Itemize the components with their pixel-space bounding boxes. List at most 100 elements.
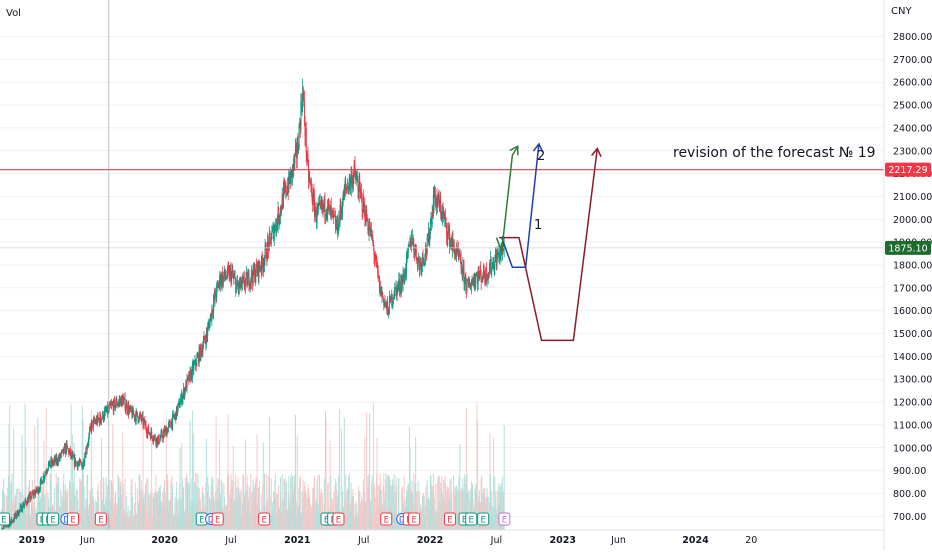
candle-body	[462, 264, 464, 268]
volume-bar	[273, 498, 275, 530]
volume-bar	[184, 511, 186, 530]
candle-body	[18, 514, 20, 516]
candle-body	[25, 499, 27, 502]
candle-body	[331, 210, 333, 212]
volume-bar	[193, 432, 195, 530]
candle-body	[364, 204, 366, 220]
volume-bar	[301, 516, 303, 530]
candle-body	[403, 273, 405, 280]
volume-bar	[3, 478, 5, 530]
candle-body	[101, 417, 103, 419]
volume-bar	[334, 478, 336, 530]
volume-bar	[405, 490, 407, 530]
volume-bar	[497, 504, 499, 530]
volume-bar	[312, 488, 314, 530]
candle-body	[265, 245, 267, 247]
volume-bar	[93, 501, 95, 530]
volume-bar	[202, 492, 204, 530]
candle-body	[222, 273, 224, 285]
candle-body	[136, 412, 138, 417]
volume-bar	[356, 513, 358, 530]
volume-bar	[279, 477, 281, 530]
candle-body	[350, 174, 352, 180]
y-tick-label: 2400.00	[893, 123, 932, 134]
candle-body	[413, 252, 415, 255]
volume-bar	[242, 473, 244, 530]
candle-body	[113, 399, 115, 412]
candle-body	[179, 404, 181, 408]
candle-body	[90, 426, 92, 428]
forecast-annotation: revision of the forecast № 19	[673, 145, 876, 161]
volume-bar	[109, 479, 111, 530]
event-marker-label: E	[336, 516, 341, 526]
volume-bar	[390, 485, 392, 530]
volume-bar	[329, 440, 331, 530]
candle-body	[354, 165, 356, 175]
candle-body	[432, 212, 434, 216]
candle-body	[421, 263, 423, 270]
volume-bar	[370, 502, 372, 530]
volume-bar	[148, 494, 150, 530]
candle-body	[450, 240, 452, 242]
volume-bar	[477, 421, 479, 530]
candle-body	[349, 179, 351, 187]
candle-body	[54, 458, 56, 463]
volume-bar	[456, 512, 458, 530]
horizontal-levels[interactable]	[0, 169, 884, 249]
candle-body	[411, 243, 413, 245]
y-tick-label: 1500.00	[893, 329, 932, 340]
candle-body	[447, 229, 449, 232]
volume-bar	[171, 475, 173, 530]
candle-body	[121, 395, 123, 398]
candle-body	[249, 280, 251, 287]
volume-bar	[198, 488, 200, 530]
candle-body	[169, 421, 171, 423]
candle-body	[403, 279, 405, 282]
candle-body	[165, 428, 167, 436]
volume-bar	[147, 495, 149, 530]
volume-bar	[429, 499, 431, 530]
candle-body	[443, 212, 445, 219]
candle-body	[45, 472, 47, 474]
candle-body	[308, 164, 310, 181]
candle-body	[196, 357, 198, 367]
candle-body	[42, 482, 44, 485]
volume-bar	[65, 492, 67, 530]
volume-bar	[291, 475, 293, 530]
candle-body	[442, 210, 444, 213]
candle-body	[439, 198, 441, 211]
x-tick-label: 2019	[19, 535, 45, 546]
volume-bar	[106, 485, 108, 530]
candle-body	[290, 169, 292, 172]
candle-body	[312, 192, 314, 206]
volume-bar	[118, 476, 120, 530]
candle-body	[273, 230, 275, 240]
candle-body	[297, 142, 299, 151]
candle-body	[243, 277, 245, 286]
candle-body	[480, 272, 482, 283]
volume-bar	[234, 481, 236, 530]
volume-bar	[270, 478, 272, 530]
candles	[0, 78, 505, 535]
volume-bar	[23, 499, 25, 530]
candle-body	[159, 437, 161, 439]
candle-body	[469, 287, 471, 290]
candle-body	[112, 404, 114, 405]
candle-body	[347, 186, 349, 192]
x-tick-label: Jul	[224, 535, 236, 546]
volume-bar	[53, 487, 55, 530]
volume-bar	[131, 479, 133, 530]
volume-bar	[237, 478, 239, 530]
volume-bar	[348, 473, 350, 530]
candle-body	[214, 291, 216, 300]
candle-body	[110, 404, 112, 405]
candle-body	[224, 269, 226, 277]
candle-body	[282, 187, 284, 208]
volume-bar	[120, 481, 122, 530]
event-markers[interactable]: EEEEDEEEDEEEEEEDEEEEEEE	[0, 512, 511, 526]
forecast-paths[interactable]	[495, 142, 602, 342]
candle-body	[421, 253, 423, 264]
candle-body	[80, 463, 82, 466]
